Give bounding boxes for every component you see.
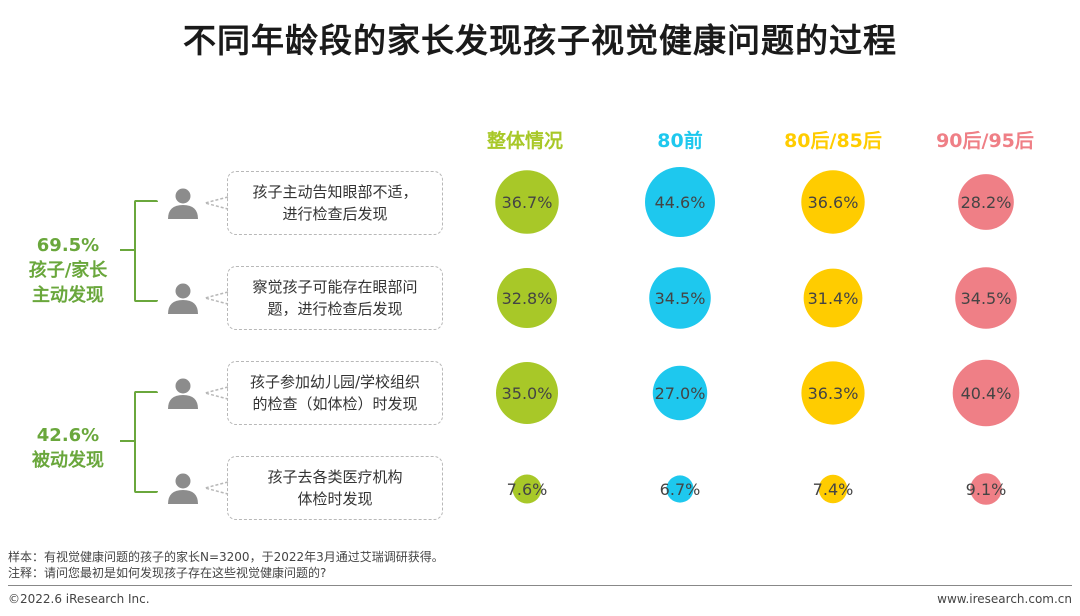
bubble-mark [952,359,1020,427]
row-label-line: 孩子去各类医疗机构 [267,468,403,486]
bubble-value-label: 27.0% [655,384,706,403]
bubble-value-label: 36.6% [808,193,859,212]
group-label-active: 69.5% 孩子/家长 主动发现 [8,233,128,308]
column-header-90-95: 90后/95后 [936,130,1034,152]
bubble-value-label: 40.4% [961,384,1012,403]
bubble-tail [203,196,229,210]
bubble-chart: 36.7% 44.6% 36.6% 28.2% 32.8% 34.5% 31.4% 34.5%… [495,167,1020,505]
row-label-line: 题，进行检查后发现 [267,300,403,318]
group-bracket-tick-active [120,249,136,251]
column-header-overall: 整体情况 [486,130,563,152]
row-label-line: 的检查（如体检）时发现 [252,395,418,413]
remark-note: 注释：请问您最初是如何发现孩子存在这些视觉健康问题的? [8,566,327,580]
bubble-value-label: 44.6% [655,193,706,212]
bubble-mark [958,174,1014,230]
bubble-mark [495,170,559,234]
row-label-bubble: 察觉孩子可能存在眼部问 题，进行检查后发现 [227,266,443,330]
column-header-pre80: 80前 [657,130,703,152]
row-label-line: 孩子主动告知眼部不适， [252,183,418,201]
bubble-mark [818,474,848,504]
group-value-active: 69.5% [36,235,100,256]
bubble-value-label: 7.6% [507,480,548,499]
group-value-passive: 42.6% [36,425,100,446]
bubble-tail [203,386,229,400]
bubble-value-label: 7.4% [813,480,854,499]
bubble-value-label: 32.8% [502,289,553,308]
group-title-active-line2: 主动发现 [32,285,104,306]
bubble-mark [496,267,558,329]
row-label-bubble: 孩子去各类医疗机构 体检时发现 [227,456,443,520]
row-label-bubble: 孩子参加幼儿园/学校组织 的检查（如体检）时发现 [227,361,443,425]
bubble-value-label: 28.2% [961,193,1012,212]
row-label-line: 体检时发现 [297,490,373,508]
footer-website: www.iresearch.com.cn [937,592,1072,606]
bubble-value-label: 31.4% [808,289,859,308]
person-icon [168,283,198,314]
group-title-passive: 被动发现 [32,450,104,471]
bubble-value-label: 36.3% [808,384,859,403]
bubble-mark [495,361,559,425]
group-title-active-line1: 孩子/家长 [28,260,108,281]
group-bracket-passive [134,391,158,493]
bubble-mark [512,474,542,504]
bubble-value-label: 35.0% [502,384,553,403]
bubble-value-label: 34.5% [961,289,1012,308]
row-label-line: 孩子参加幼儿园/学校组织 [249,373,421,391]
person-icon [168,378,198,409]
bubble-tail [203,291,229,305]
person-icon [168,473,198,504]
bubble-mark [645,167,715,237]
bubble-mark [649,267,711,329]
footer-copyright: ©2022.6 iResearch Inc. [8,592,150,606]
bubble-mark [666,475,694,503]
group-label-passive: 42.6% 被动发现 [8,423,128,473]
sample-note: 样本：有视觉健康问题的孩子的家长N=3200，于2022年3月通过艾瑞调研获得。 [8,550,444,564]
group-bracket-tick-passive [120,440,136,442]
bubble-mark [652,365,708,421]
row-label-line: 进行检查后发现 [282,205,388,223]
row-label-bubble: 孩子主动告知眼部不适， 进行检查后发现 [227,171,443,235]
bubble-mark [803,268,863,328]
bubble-value-label: 9.1% [966,480,1007,499]
person-icon [168,188,198,219]
bubble-mark [801,361,865,425]
bubble-mark [955,267,1017,329]
bubble-value-label: 34.5% [655,289,706,308]
bubble-mark [801,170,865,234]
bubble-tail [203,481,229,495]
group-bracket-active [134,200,158,302]
column-header-80-85: 80后/85后 [784,130,882,152]
footer-divider [8,585,1072,586]
bubble-value-label: 36.7% [502,193,553,212]
page-title: 不同年龄段的家长发现孩子视觉健康问题的过程 [183,21,897,60]
row-label-line: 察觉孩子可能存在眼部问 [252,278,418,296]
bubble-mark [970,473,1002,505]
bubble-value-label: 6.7% [660,480,701,499]
